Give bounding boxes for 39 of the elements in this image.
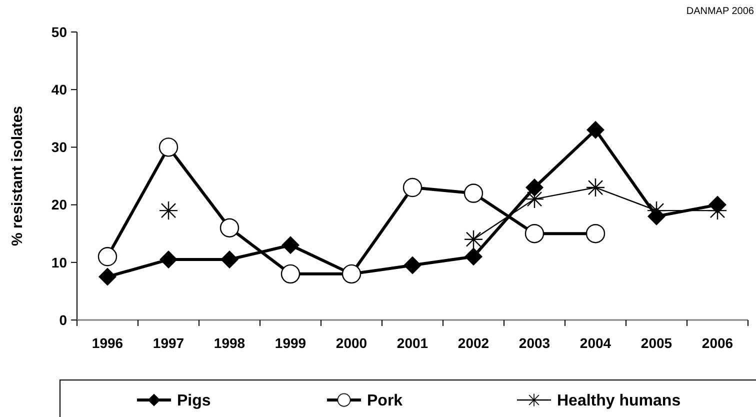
text: DANMAP 2006 [686, 6, 754, 17]
y-tick-label: 50 [51, 24, 68, 40]
x-tick-label: 2003 [518, 335, 550, 351]
x-tick-label: 2005 [640, 335, 672, 351]
y-tick-label: 30 [51, 139, 68, 156]
point [404, 256, 422, 274]
x-tick-label: 1999 [274, 335, 306, 351]
point [220, 250, 238, 269]
point [282, 236, 300, 254]
point [280, 264, 300, 284]
y-axis-title: % resistant isolates [9, 106, 26, 246]
legend-label: Healthy humans [557, 392, 681, 410]
point [98, 268, 116, 286]
x-tick-label: 2006 [702, 335, 734, 351]
point [586, 120, 604, 139]
point [158, 138, 178, 157]
y-tick-label: 40 [51, 82, 68, 98]
legend-label: Pork [367, 392, 403, 410]
point [464, 230, 484, 249]
x-tick-label: 2001 [396, 335, 428, 351]
x-tick-label: 2004 [580, 335, 612, 351]
point [464, 184, 484, 203]
x-tick-label: 1998 [214, 335, 246, 351]
x-tick-label: 2000 [336, 335, 368, 351]
y-tick-label: 0 [59, 312, 68, 328]
y-tick-label: 20 [51, 196, 68, 213]
point [158, 200, 178, 220]
point [586, 178, 606, 198]
point [220, 218, 240, 238]
legend-label: Pigs [177, 392, 211, 410]
x-tick-label: 1996 [92, 335, 124, 351]
point [402, 178, 422, 198]
point [526, 178, 544, 197]
y-tick-label: 10 [51, 254, 68, 270]
x-tick-label: 2002 [458, 335, 490, 351]
point [524, 224, 544, 244]
x-tick-label: 1997 [152, 335, 184, 351]
point [464, 248, 482, 266]
point [160, 250, 178, 269]
